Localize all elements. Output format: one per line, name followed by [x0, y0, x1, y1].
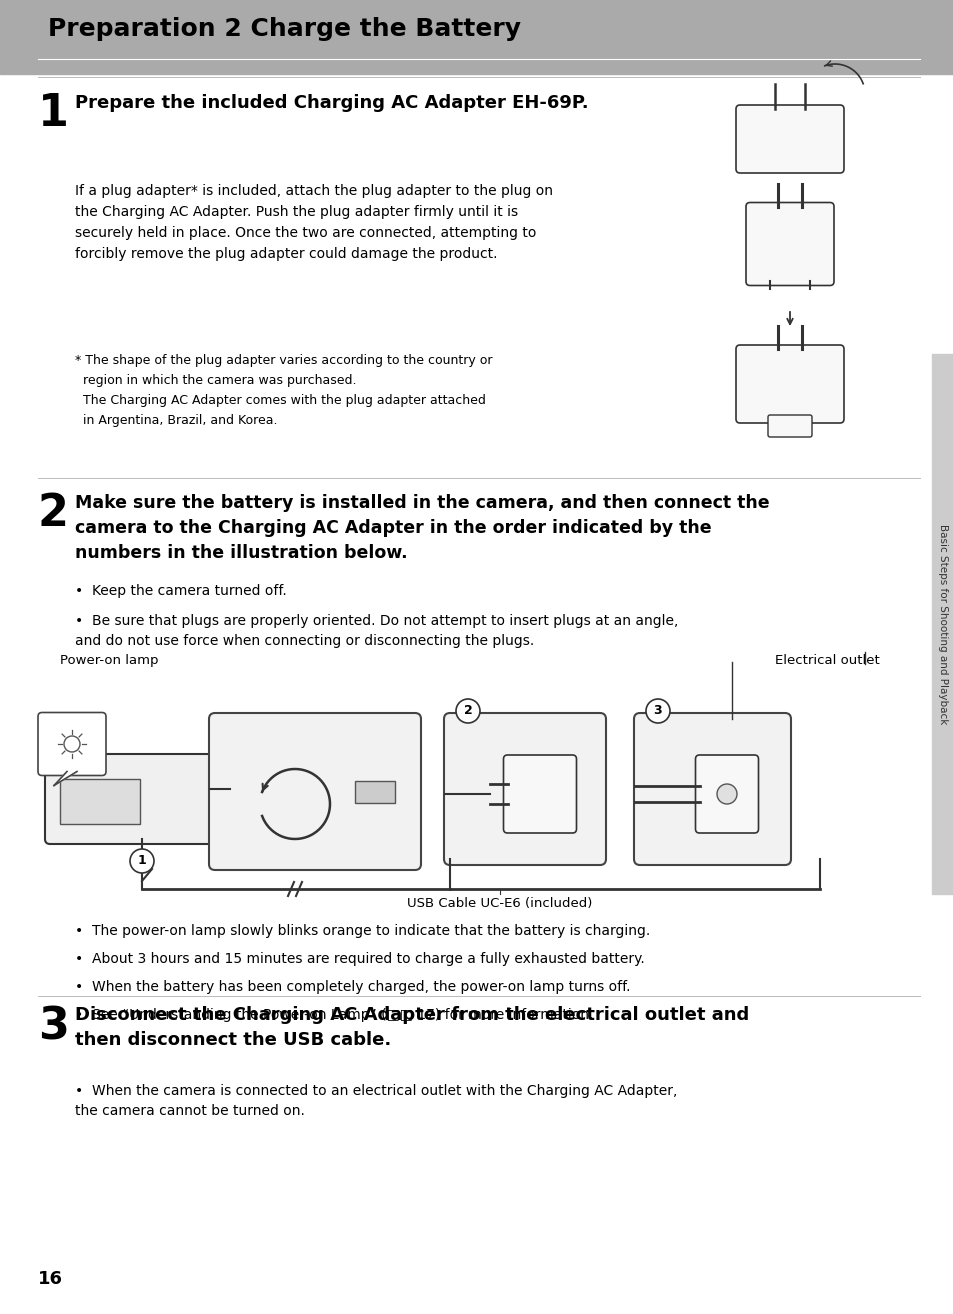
- Text: in Argentina, Brazil, and Korea.: in Argentina, Brazil, and Korea.: [75, 414, 277, 427]
- Text: 3: 3: [653, 704, 661, 717]
- Polygon shape: [54, 771, 77, 786]
- FancyBboxPatch shape: [767, 415, 811, 438]
- Text: 1: 1: [38, 92, 69, 135]
- FancyBboxPatch shape: [745, 202, 833, 285]
- Text: 1: 1: [137, 854, 146, 867]
- Text: If a plug adapter* is included, attach the plug adapter to the plug on
the Charg: If a plug adapter* is included, attach t…: [75, 184, 553, 261]
- Text: •  The power-on lamp slowly blinks orange to indicate that the battery is chargi: • The power-on lamp slowly blinks orange…: [75, 924, 650, 938]
- Text: Power-on lamp: Power-on lamp: [60, 654, 158, 668]
- Text: Preparation 2 Charge the Battery: Preparation 2 Charge the Battery: [48, 17, 520, 41]
- Text: 3: 3: [38, 1007, 69, 1049]
- Text: •  See “Understanding the Power-on Lamp” (□□ 17) for more information.: • See “Understanding the Power-on Lamp” …: [75, 1008, 593, 1022]
- FancyBboxPatch shape: [695, 756, 758, 833]
- Text: 2: 2: [38, 491, 69, 535]
- FancyBboxPatch shape: [45, 754, 220, 844]
- FancyBboxPatch shape: [38, 712, 106, 775]
- FancyBboxPatch shape: [735, 105, 843, 173]
- Text: •  Keep the camera turned off.: • Keep the camera turned off.: [75, 583, 287, 598]
- Text: Make sure the battery is installed in the camera, and then connect the
camera to: Make sure the battery is installed in th…: [75, 494, 769, 562]
- Text: 16: 16: [38, 1271, 63, 1288]
- Text: •  When the battery has been completely charged, the power-on lamp turns off.: • When the battery has been completely c…: [75, 980, 630, 993]
- Text: The Charging AC Adapter comes with the plug adapter attached: The Charging AC Adapter comes with the p…: [75, 394, 485, 407]
- Bar: [60, 779, 140, 824]
- Circle shape: [645, 699, 669, 723]
- Text: * The shape of the plug adapter varies according to the country or: * The shape of the plug adapter varies a…: [75, 353, 492, 367]
- Circle shape: [130, 849, 153, 872]
- Bar: [931, 353, 953, 894]
- Circle shape: [717, 784, 737, 804]
- FancyBboxPatch shape: [443, 714, 605, 865]
- Text: USB Cable UC-E6 (included): USB Cable UC-E6 (included): [407, 897, 592, 911]
- Bar: [355, 781, 395, 803]
- Text: Electrical outlet: Electrical outlet: [775, 654, 879, 668]
- FancyBboxPatch shape: [735, 346, 843, 423]
- Text: •  When the camera is connected to an electrical outlet with the Charging AC Ada: • When the camera is connected to an ele…: [75, 1084, 677, 1118]
- Circle shape: [64, 736, 80, 752]
- Text: region in which the camera was purchased.: region in which the camera was purchased…: [75, 374, 356, 388]
- Circle shape: [456, 699, 479, 723]
- FancyBboxPatch shape: [634, 714, 790, 865]
- Text: •  About 3 hours and 15 minutes are required to charge a fully exhausted battery: • About 3 hours and 15 minutes are requi…: [75, 953, 644, 966]
- Text: Prepare the included Charging AC Adapter EH-69P.: Prepare the included Charging AC Adapter…: [75, 95, 588, 112]
- Text: 2: 2: [463, 704, 472, 717]
- Text: Disconnect the Charging AC Adapter from the electrical outlet and
then disconnec: Disconnect the Charging AC Adapter from …: [75, 1007, 748, 1049]
- FancyBboxPatch shape: [503, 756, 576, 833]
- Bar: [0, 0, 953, 74]
- Text: Basic Steps for Shooting and Playback: Basic Steps for Shooting and Playback: [937, 524, 947, 724]
- Text: •  Be sure that plugs are properly oriented. Do not attempt to insert plugs at a: • Be sure that plugs are properly orient…: [75, 614, 678, 648]
- FancyBboxPatch shape: [209, 714, 420, 870]
